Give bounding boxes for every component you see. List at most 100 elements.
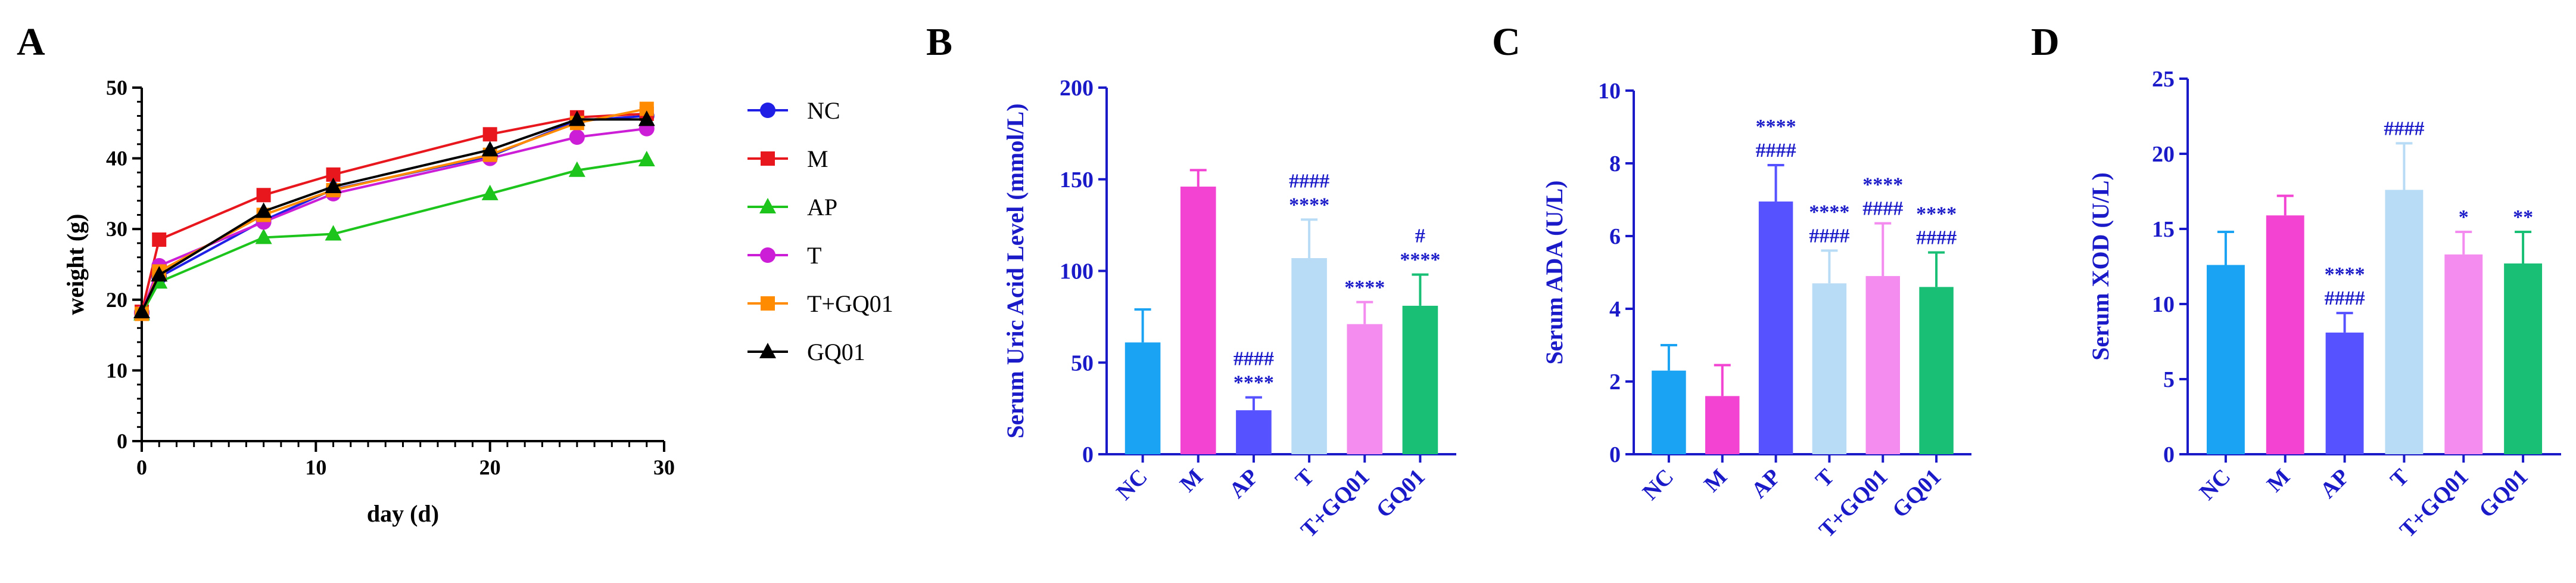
y-axis-label: Serum ADA (U/L) (1541, 181, 1568, 365)
y-tick-label: 10 (106, 358, 127, 382)
data-point (255, 228, 272, 244)
series-line (141, 112, 647, 312)
y-tick-label: 50 (106, 76, 127, 100)
x-tick-label: 0 (136, 455, 147, 479)
bar (1180, 187, 1216, 454)
bar-group-AP: AP ####**** (1225, 348, 1274, 504)
y-axis-label: Serum Uric Acid Level (mmol/L) (1002, 103, 1029, 438)
y-tick-label: 15 (2152, 217, 2175, 242)
series-line (141, 127, 647, 314)
x-tick-label: NC (1111, 464, 1152, 506)
y-axis-label: Serum XOD (U/L) (2087, 172, 2114, 361)
legend-label: NC (807, 97, 840, 124)
y-tick-label: 30 (106, 217, 127, 241)
legend-label: M (807, 145, 828, 172)
y-tick-label: 150 (1060, 168, 1094, 193)
bar (1125, 342, 1161, 454)
panel-letter-B: B (926, 20, 952, 64)
legend-label: AP (807, 194, 837, 221)
y-tick-label: 8 (1609, 151, 1621, 176)
y-axis-label: weight (g) (62, 214, 89, 315)
bar (2444, 254, 2483, 454)
legend-marker (759, 343, 776, 358)
significance-label: **** (1344, 277, 1385, 299)
bar-group-M: M (1699, 364, 1740, 497)
y-tick-label: 6 (1609, 224, 1621, 249)
y-tick-label: 0 (1082, 442, 1094, 467)
significance-label: #### (2384, 117, 2424, 139)
legend-marker (759, 198, 776, 213)
bar (1865, 276, 1900, 454)
legend-item: AP (747, 194, 837, 221)
x-tick-label: M (2262, 464, 2295, 497)
x-tick-label: GQ01 (2474, 464, 2533, 523)
panel-letter-D: D (2031, 20, 2060, 64)
x-tick-label: GQ01 (1887, 464, 1946, 523)
bar (2325, 332, 2364, 454)
legend-label: T (807, 242, 821, 269)
y-tick-label: 4 (1609, 297, 1621, 322)
x-axis-label: day (d) (367, 500, 439, 527)
significance-label: **** (1862, 174, 1903, 196)
data-point (256, 188, 271, 203)
series-line (141, 158, 647, 315)
bar (1402, 305, 1438, 454)
panel-letter-A: A (17, 20, 45, 64)
bar (1919, 287, 1954, 454)
legend-label: T+GQ01 (807, 290, 893, 317)
panel-b: 0 50 100 150 200 Serum Uric Acid Level (mmol/… (1002, 76, 1456, 542)
bar (1652, 370, 1686, 454)
x-tick-label: M (1699, 464, 1732, 497)
x-tick-label: T (1811, 464, 1839, 493)
y-tick-label: 40 (106, 147, 127, 170)
legend-marker (760, 247, 775, 263)
legend-label: GQ01 (807, 339, 865, 365)
x-tick-label: M (1175, 464, 1208, 497)
legend-marker (761, 296, 775, 311)
legend-item: NC (747, 97, 840, 124)
panel-d: 0 5 10 15 20 25 Serum XOD (U/L) NC M AP****#### T #… (2087, 67, 2561, 542)
legend-marker (760, 103, 775, 118)
significance-label: **** (1809, 201, 1849, 223)
data-point (152, 232, 167, 247)
bar (1236, 410, 1272, 454)
x-tick-label: AP (2315, 464, 2354, 504)
significance-label: #### (1234, 348, 1274, 370)
x-tick-label: 10 (305, 455, 326, 479)
bar-group-T: T ####**** (1289, 170, 1329, 492)
y-tick-label: 0 (117, 429, 127, 453)
panel-letter-C: C (1492, 20, 1521, 64)
x-tick-label: AP (1225, 464, 1264, 504)
y-tick-label: 5 (2163, 367, 2175, 392)
bar (1758, 201, 1793, 454)
significance-label: #### (1809, 225, 1849, 247)
data-point (569, 129, 585, 145)
significance-label: **** (1234, 372, 1274, 394)
bar-group-NC: NC (1111, 308, 1161, 506)
y-tick-label: 20 (106, 288, 127, 312)
significance-label: **** (1916, 203, 1957, 225)
significance-label: **** (1756, 116, 1796, 138)
y-tick-label: 20 (2152, 142, 2175, 167)
x-tick-label: T (2385, 464, 2414, 493)
bar-group-M: M (1175, 169, 1216, 497)
data-point (151, 266, 168, 282)
bar-group-AP: AP ****#### (1746, 116, 1796, 503)
y-tick-label: 0 (1609, 442, 1621, 467)
x-tick-label: 30 (653, 455, 675, 479)
y-tick-label: 25 (2152, 67, 2175, 92)
x-tick-label: T (1291, 464, 1319, 493)
bar-group-GQ01: GQ01 ** (2474, 206, 2543, 523)
y-tick-label: 0 (2163, 442, 2175, 467)
bar-group-NC: NC (2195, 231, 2245, 505)
bar (1705, 396, 1740, 454)
y-tick-label: 10 (2152, 292, 2175, 317)
legend-item: T+GQ01 (747, 290, 893, 317)
bar (2504, 263, 2543, 454)
legend-marker (761, 151, 775, 166)
bar (1812, 283, 1847, 454)
y-tick-label: 200 (1060, 76, 1094, 101)
bar-group-AP: AP ****#### (2315, 263, 2365, 503)
